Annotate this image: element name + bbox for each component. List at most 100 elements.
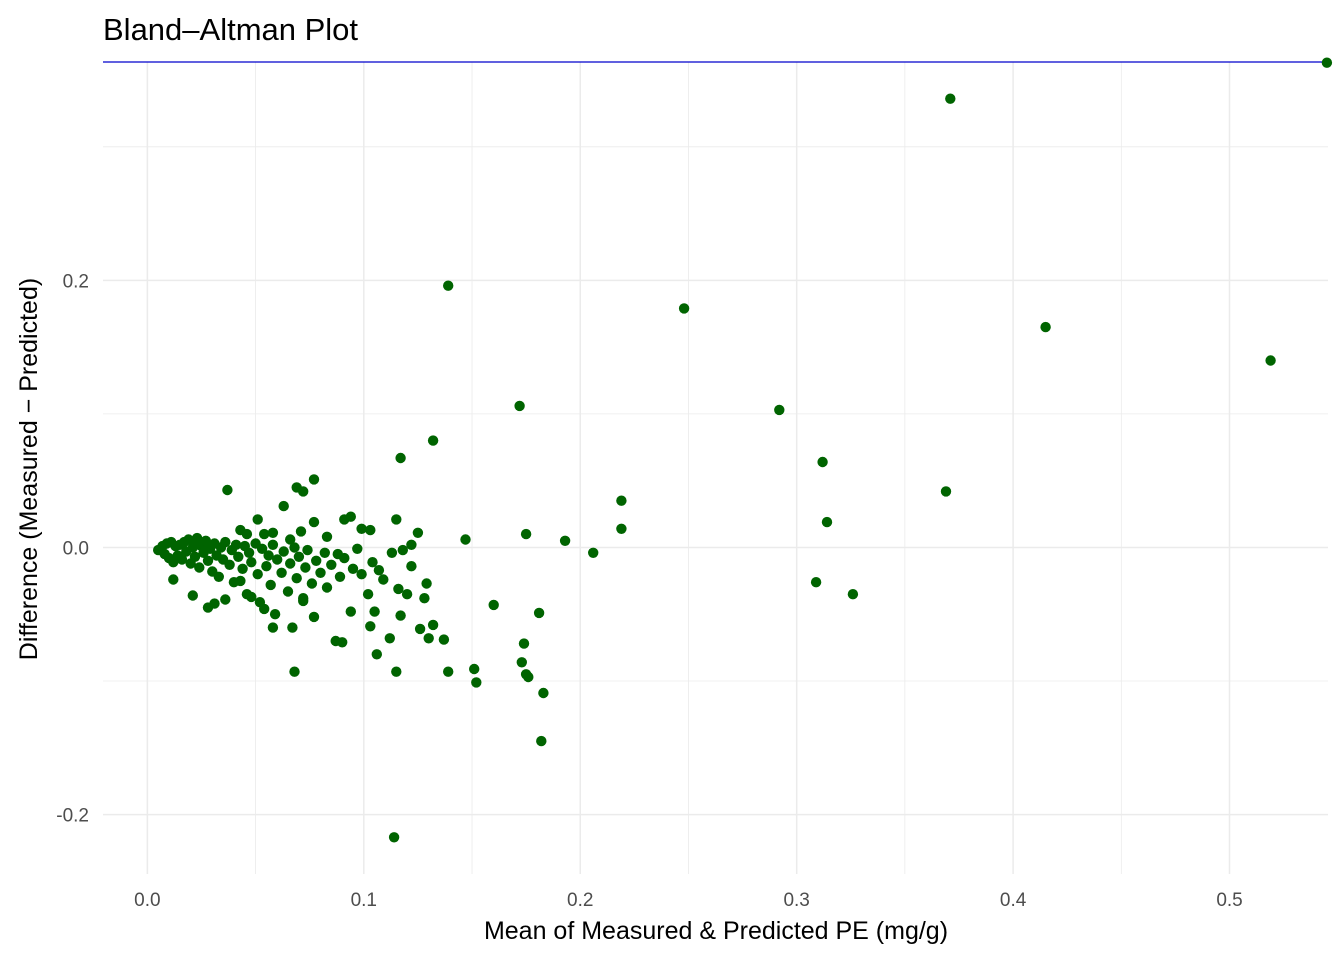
- data-point: [940, 486, 952, 497]
- data-point: [202, 602, 214, 613]
- data-point: [282, 586, 294, 597]
- y-tick-label: 0.0: [63, 538, 89, 559]
- data-point: [339, 552, 350, 564]
- data-point: [616, 523, 627, 534]
- data-point: [520, 528, 532, 540]
- x-tick-label: 0.5: [1216, 890, 1242, 911]
- data-point: [443, 280, 454, 291]
- data-point: [369, 606, 380, 617]
- data-point: [267, 527, 279, 538]
- data-point: [356, 569, 367, 580]
- data-point: [202, 555, 214, 566]
- data-point: [220, 536, 231, 548]
- data-point: [302, 544, 313, 556]
- data-point: [259, 528, 270, 540]
- data-point: [460, 534, 471, 545]
- data-point: [821, 516, 833, 528]
- data-point: [397, 544, 408, 556]
- data-point: [352, 543, 363, 554]
- data-point: [419, 593, 430, 604]
- data-point: [246, 591, 257, 603]
- data-point: [538, 687, 549, 699]
- data-point: [263, 550, 274, 561]
- data-point: [315, 567, 326, 578]
- data-point: [395, 452, 406, 464]
- data-point: [230, 539, 242, 550]
- data-point: [365, 524, 376, 536]
- data-point: [237, 563, 248, 574]
- data-points: [153, 57, 1333, 843]
- data-point: [259, 603, 270, 615]
- data-point: [337, 637, 348, 648]
- data-point: [1040, 321, 1051, 333]
- data-point: [514, 400, 525, 412]
- data-point: [365, 621, 376, 632]
- data-point: [252, 569, 263, 580]
- data-point: [176, 554, 188, 565]
- data-point: [246, 557, 257, 568]
- data-point: [319, 547, 330, 558]
- data-point: [427, 435, 439, 446]
- data-point: [518, 638, 530, 649]
- data-point: [384, 633, 395, 644]
- data-point: [278, 500, 289, 512]
- data-point: [616, 495, 627, 506]
- data-point: [298, 486, 309, 497]
- data-point: [516, 657, 527, 668]
- data-point: [345, 511, 356, 522]
- data-point: [414, 623, 426, 635]
- data-point: [267, 622, 279, 633]
- data-point: [213, 571, 224, 582]
- data-point: [386, 547, 398, 558]
- grid-lines: [103, 62, 1328, 874]
- data-point: [308, 516, 320, 528]
- data-point: [326, 559, 337, 570]
- data-point: [1321, 57, 1333, 68]
- data-point: [817, 456, 828, 468]
- x-tick-label: 0.1: [351, 890, 377, 911]
- data-point: [252, 514, 263, 525]
- x-tick-label: 0.2: [567, 890, 593, 911]
- data-point: [243, 547, 255, 558]
- data-point: [423, 633, 434, 644]
- data-point: [183, 534, 194, 545]
- data-point: [295, 526, 307, 537]
- data-point: [378, 574, 389, 585]
- data-point: [276, 567, 287, 578]
- x-tick-label: 0.0: [134, 890, 160, 911]
- data-point: [291, 573, 302, 584]
- data-point: [443, 666, 454, 677]
- chart-title: Bland–Altman Plot: [103, 12, 358, 47]
- data-point: [469, 663, 480, 675]
- data-point: [488, 599, 499, 611]
- data-point: [308, 474, 320, 485]
- data-point: [278, 546, 289, 557]
- data-point: [321, 582, 333, 593]
- data-point: [421, 578, 432, 589]
- data-point: [367, 557, 378, 568]
- data-point: [523, 671, 534, 683]
- data-point: [298, 593, 309, 604]
- data-point: [289, 542, 300, 553]
- data-point: [406, 561, 417, 572]
- data-point: [536, 735, 547, 747]
- data-point: [345, 606, 356, 617]
- data-point: [189, 551, 201, 562]
- data-point: [187, 590, 198, 601]
- data-point: [287, 622, 298, 633]
- data-point: [200, 535, 211, 546]
- data-point: [222, 484, 233, 496]
- data-point: [412, 527, 424, 538]
- data-point: [308, 611, 320, 623]
- x-tick-label: 0.3: [783, 890, 809, 911]
- data-point: [373, 565, 385, 576]
- y-tick-label: -0.2: [56, 806, 89, 827]
- data-point: [347, 563, 359, 574]
- data-point: [388, 832, 400, 843]
- data-point: [401, 589, 413, 600]
- data-point: [774, 404, 785, 416]
- data-point: [261, 561, 272, 572]
- data-point: [810, 577, 822, 588]
- data-point: [300, 562, 311, 573]
